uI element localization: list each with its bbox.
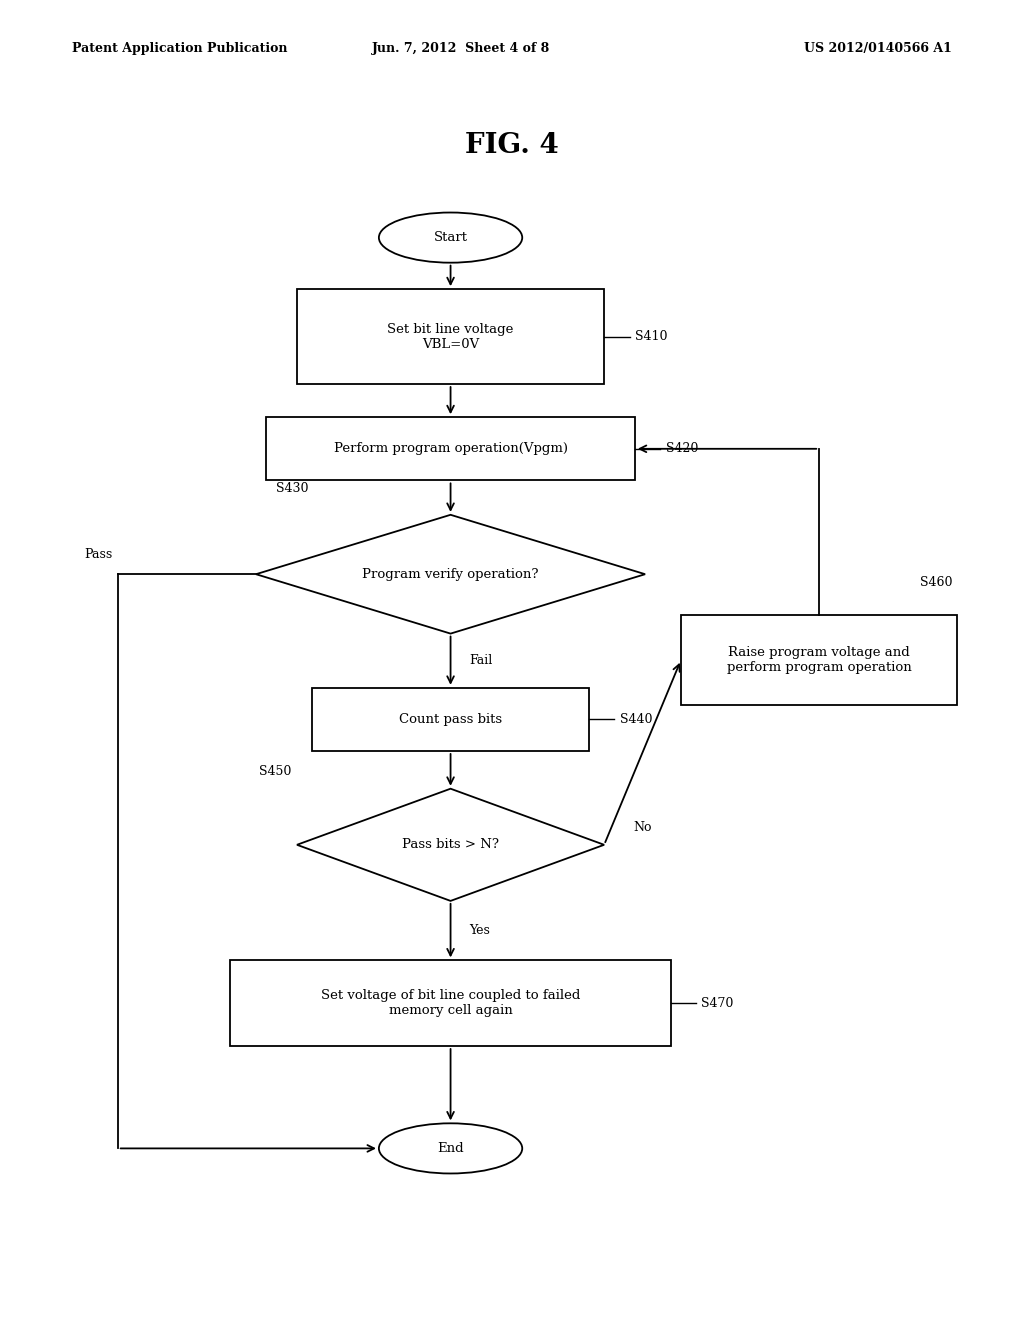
Text: Set voltage of bit line coupled to failed
memory cell again: Set voltage of bit line coupled to faile…: [321, 989, 581, 1018]
Text: Raise program voltage and
perform program operation: Raise program voltage and perform progra…: [727, 645, 911, 675]
Text: S440: S440: [620, 713, 652, 726]
Text: S430: S430: [276, 482, 309, 495]
Text: US 2012/0140566 A1: US 2012/0140566 A1: [805, 42, 952, 55]
Text: S450: S450: [259, 766, 292, 777]
Text: Set bit line voltage
VBL=0V: Set bit line voltage VBL=0V: [387, 322, 514, 351]
Text: S460: S460: [920, 576, 952, 589]
Text: Start: Start: [433, 231, 468, 244]
Text: S470: S470: [701, 997, 734, 1010]
Text: S410: S410: [635, 330, 668, 343]
Text: Pass bits > N?: Pass bits > N?: [402, 838, 499, 851]
Text: Yes: Yes: [469, 924, 489, 937]
Text: End: End: [437, 1142, 464, 1155]
Text: Perform program operation(Vpgm): Perform program operation(Vpgm): [334, 442, 567, 455]
Text: Jun. 7, 2012  Sheet 4 of 8: Jun. 7, 2012 Sheet 4 of 8: [372, 42, 550, 55]
Text: Fail: Fail: [469, 655, 493, 667]
Text: Count pass bits: Count pass bits: [399, 713, 502, 726]
Text: No: No: [633, 821, 652, 834]
Text: S420: S420: [666, 442, 698, 455]
Text: Program verify operation?: Program verify operation?: [362, 568, 539, 581]
Text: Pass: Pass: [84, 548, 113, 561]
Text: Patent Application Publication: Patent Application Publication: [72, 42, 287, 55]
Text: FIG. 4: FIG. 4: [465, 132, 559, 158]
